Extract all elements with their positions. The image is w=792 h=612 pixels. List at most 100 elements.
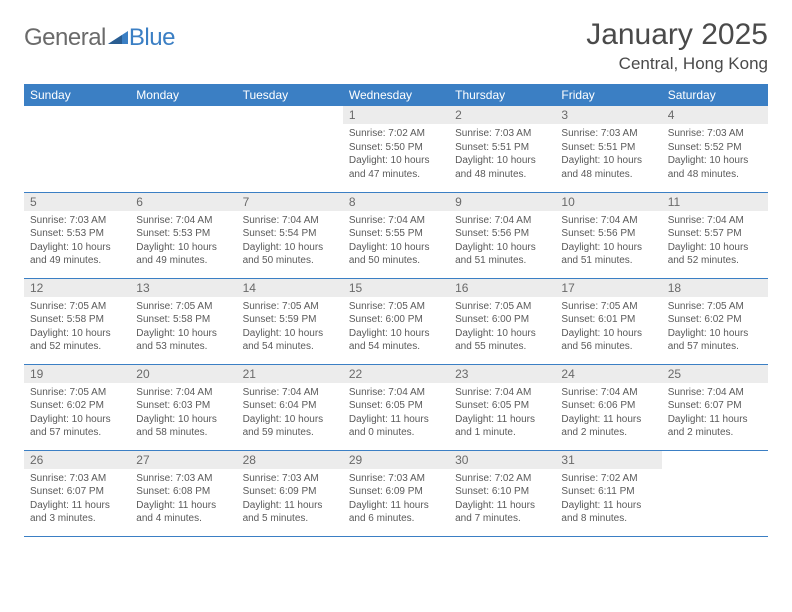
sunrise-text: Sunrise: 7:04 AM [668,386,762,400]
sunset-text: Sunset: 5:52 PM [668,141,762,155]
day-number: 24 [555,365,661,383]
sunrise-text: Sunrise: 7:02 AM [455,472,549,486]
sunset-text: Sunset: 6:11 PM [561,485,655,499]
calendar-day-cell: 23Sunrise: 7:04 AMSunset: 6:05 PMDayligh… [449,364,555,450]
sunrise-text: Sunrise: 7:03 AM [668,127,762,141]
daylight-text: Daylight: 10 hours and 54 minutes. [243,327,337,354]
calendar-day-cell: 3Sunrise: 7:03 AMSunset: 5:51 PMDaylight… [555,106,661,192]
sunrise-text: Sunrise: 7:04 AM [243,214,337,228]
calendar-day-cell: 12Sunrise: 7:05 AMSunset: 5:58 PMDayligh… [24,278,130,364]
calendar-day-cell: 20Sunrise: 7:04 AMSunset: 6:03 PMDayligh… [130,364,236,450]
logo-text-part1: General [24,24,106,52]
sunrise-text: Sunrise: 7:02 AM [561,472,655,486]
sunrise-text: Sunrise: 7:04 AM [561,214,655,228]
daylight-text: Daylight: 10 hours and 49 minutes. [136,241,230,268]
sunrise-text: Sunrise: 7:05 AM [455,300,549,314]
day-details: Sunrise: 7:04 AMSunset: 5:55 PMDaylight:… [343,211,449,272]
sunrise-text: Sunrise: 7:05 AM [668,300,762,314]
daylight-text: Daylight: 10 hours and 53 minutes. [136,327,230,354]
day-number: 20 [130,365,236,383]
day-number [24,106,130,124]
daylight-text: Daylight: 10 hours and 52 minutes. [668,241,762,268]
sunrise-text: Sunrise: 7:04 AM [668,214,762,228]
day-details: Sunrise: 7:05 AMSunset: 6:00 PMDaylight:… [449,297,555,358]
sunset-text: Sunset: 6:09 PM [349,485,443,499]
sunset-text: Sunset: 6:07 PM [30,485,124,499]
daylight-text: Daylight: 10 hours and 51 minutes. [455,241,549,268]
sunset-text: Sunset: 6:05 PM [455,399,549,413]
daylight-text: Daylight: 11 hours and 2 minutes. [561,413,655,440]
calendar-day-cell: 27Sunrise: 7:03 AMSunset: 6:08 PMDayligh… [130,450,236,536]
daylight-text: Daylight: 11 hours and 3 minutes. [30,499,124,526]
sunset-text: Sunset: 5:50 PM [349,141,443,155]
calendar-day-cell: 7Sunrise: 7:04 AMSunset: 5:54 PMDaylight… [237,192,343,278]
weekday-header: Friday [555,84,661,106]
daylight-text: Daylight: 10 hours and 54 minutes. [349,327,443,354]
day-details: Sunrise: 7:05 AMSunset: 6:00 PMDaylight:… [343,297,449,358]
day-details: Sunrise: 7:05 AMSunset: 5:59 PMDaylight:… [237,297,343,358]
day-number: 10 [555,193,661,211]
daylight-text: Daylight: 10 hours and 59 minutes. [243,413,337,440]
calendar-day-cell: 1Sunrise: 7:02 AMSunset: 5:50 PMDaylight… [343,106,449,192]
day-number: 15 [343,279,449,297]
day-details: Sunrise: 7:02 AMSunset: 6:10 PMDaylight:… [449,469,555,530]
day-number: 18 [662,279,768,297]
day-details: Sunrise: 7:03 AMSunset: 5:51 PMDaylight:… [555,124,661,185]
calendar-day-cell: 28Sunrise: 7:03 AMSunset: 6:09 PMDayligh… [237,450,343,536]
day-number: 6 [130,193,236,211]
daylight-text: Daylight: 10 hours and 50 minutes. [349,241,443,268]
calendar-day-cell: 17Sunrise: 7:05 AMSunset: 6:01 PMDayligh… [555,278,661,364]
calendar-day-cell: 18Sunrise: 7:05 AMSunset: 6:02 PMDayligh… [662,278,768,364]
calendar-day-cell: 30Sunrise: 7:02 AMSunset: 6:10 PMDayligh… [449,450,555,536]
sunset-text: Sunset: 5:58 PM [136,313,230,327]
day-number: 26 [24,451,130,469]
calendar-day-cell: 15Sunrise: 7:05 AMSunset: 6:00 PMDayligh… [343,278,449,364]
logo-triangle-icon [108,28,128,49]
sunrise-text: Sunrise: 7:03 AM [243,472,337,486]
day-number: 27 [130,451,236,469]
sunrise-text: Sunrise: 7:03 AM [349,472,443,486]
daylight-text: Daylight: 10 hours and 51 minutes. [561,241,655,268]
calendar-day-cell: 21Sunrise: 7:04 AMSunset: 6:04 PMDayligh… [237,364,343,450]
day-number: 4 [662,106,768,124]
daylight-text: Daylight: 11 hours and 8 minutes. [561,499,655,526]
day-number: 31 [555,451,661,469]
daylight-text: Daylight: 10 hours and 48 minutes. [561,154,655,181]
daylight-text: Daylight: 10 hours and 58 minutes. [136,413,230,440]
weekday-header: Monday [130,84,236,106]
day-number: 5 [24,193,130,211]
sunset-text: Sunset: 6:06 PM [561,399,655,413]
sunrise-text: Sunrise: 7:04 AM [455,214,549,228]
sunset-text: Sunset: 6:00 PM [349,313,443,327]
daylight-text: Daylight: 10 hours and 50 minutes. [243,241,337,268]
sunset-text: Sunset: 6:03 PM [136,399,230,413]
day-details: Sunrise: 7:04 AMSunset: 5:54 PMDaylight:… [237,211,343,272]
calendar-week-row: 1Sunrise: 7:02 AMSunset: 5:50 PMDaylight… [24,106,768,192]
sunset-text: Sunset: 5:54 PM [243,227,337,241]
sunrise-text: Sunrise: 7:03 AM [136,472,230,486]
sunset-text: Sunset: 6:04 PM [243,399,337,413]
weekday-header: Thursday [449,84,555,106]
calendar-week-row: 5Sunrise: 7:03 AMSunset: 5:53 PMDaylight… [24,192,768,278]
calendar-day-cell: 11Sunrise: 7:04 AMSunset: 5:57 PMDayligh… [662,192,768,278]
calendar-day-cell [237,106,343,192]
calendar-day-cell: 29Sunrise: 7:03 AMSunset: 6:09 PMDayligh… [343,450,449,536]
daylight-text: Daylight: 10 hours and 56 minutes. [561,327,655,354]
sunset-text: Sunset: 6:01 PM [561,313,655,327]
calendar-day-cell: 25Sunrise: 7:04 AMSunset: 6:07 PMDayligh… [662,364,768,450]
day-details: Sunrise: 7:04 AMSunset: 6:05 PMDaylight:… [449,383,555,444]
weekday-header: Saturday [662,84,768,106]
day-number: 11 [662,193,768,211]
day-details: Sunrise: 7:02 AMSunset: 5:50 PMDaylight:… [343,124,449,185]
daylight-text: Daylight: 11 hours and 0 minutes. [349,413,443,440]
sunset-text: Sunset: 5:55 PM [349,227,443,241]
day-details: Sunrise: 7:04 AMSunset: 5:53 PMDaylight:… [130,211,236,272]
day-details: Sunrise: 7:03 AMSunset: 6:09 PMDaylight:… [343,469,449,530]
sunrise-text: Sunrise: 7:02 AM [349,127,443,141]
sunrise-text: Sunrise: 7:05 AM [30,300,124,314]
weekday-header: Wednesday [343,84,449,106]
daylight-text: Daylight: 10 hours and 57 minutes. [668,327,762,354]
day-details: Sunrise: 7:03 AMSunset: 5:51 PMDaylight:… [449,124,555,185]
calendar-day-cell [130,106,236,192]
sunset-text: Sunset: 6:00 PM [455,313,549,327]
